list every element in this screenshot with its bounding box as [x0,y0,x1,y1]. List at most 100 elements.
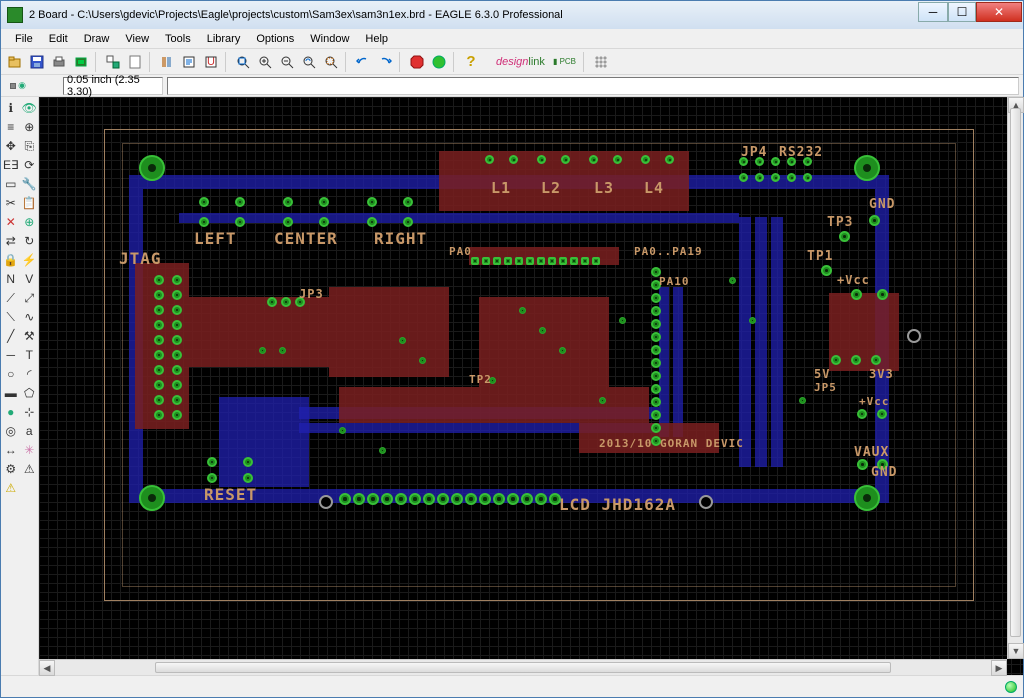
maximize-button[interactable]: ☐ [948,2,976,22]
ratsnest-tool-icon[interactable]: ✳ [21,441,39,459]
lock-tool-icon[interactable]: 🔒 [2,251,20,269]
right-header-pad-5 [651,332,661,342]
menu-view[interactable]: View [117,31,157,47]
via-tool-icon[interactable]: ● [2,403,20,421]
split-tool-icon[interactable]: ⤢ [21,289,39,307]
circle-tool-icon[interactable]: ○ [2,365,20,383]
cam-icon[interactable] [71,52,91,72]
menu-help[interactable]: Help [357,31,396,47]
use-library-icon[interactable] [157,52,177,72]
menu-draw[interactable]: Draw [76,31,118,47]
cut-tool-icon[interactable]: ✂ [2,194,20,212]
info-tool-icon[interactable]: ℹ [2,99,20,117]
menu-edit[interactable]: Edit [41,31,76,47]
minimize-button[interactable]: ─ [918,2,948,22]
wire-tool-icon[interactable]: ─ [2,346,20,364]
optimize-tool-icon[interactable]: ⟍ [2,308,20,326]
meander-tool-icon[interactable]: ∿ [21,308,39,326]
move-tool-icon[interactable]: ✥ [2,137,20,155]
print-icon[interactable] [49,52,69,72]
erc-tool-icon[interactable]: ⚠ [21,460,39,478]
menu-library[interactable]: Library [199,31,249,47]
miter-tool-icon[interactable]: ⟋ [2,289,20,307]
ripup-tool-icon[interactable]: ⚒ [21,327,39,345]
vertical-scroll-thumb[interactable] [1010,108,1021,636]
grid-icon[interactable] [591,52,611,72]
zoom-fit-icon[interactable] [233,52,253,72]
scroll-down-button[interactable]: ▼ [1008,643,1024,659]
signal-tool-icon[interactable]: ⊹ [21,403,39,421]
show-tool-icon[interactable]: 👁 [21,99,39,117]
menu-window[interactable]: Window [302,31,357,47]
hole-tool-icon[interactable]: ◎ [2,422,20,440]
run-ulp-icon[interactable]: U [201,52,221,72]
add-tool-icon[interactable]: ⊕ [21,213,39,231]
rotate-tool-icon[interactable]: ⟳ [21,156,39,174]
board-canvas[interactable]: JTAGLEFTCENTERRIGHTL1L2L3L4JP4RS232GNDTP… [39,97,1023,675]
jtag-pad-1-1 [172,290,182,300]
power-pad-9 [877,409,887,419]
stop-icon[interactable] [407,52,427,72]
zoom-out-icon[interactable] [277,52,297,72]
command-line-input[interactable] [167,77,1019,95]
layer-tool-icon[interactable]: ≡ [2,118,20,136]
vertical-scrollbar[interactable]: ▲ ▼ [1007,97,1023,659]
drc-tool-icon[interactable] [21,479,39,497]
board-schematic-icon[interactable] [103,52,123,72]
designlink-icon[interactable]: designlink [493,52,548,72]
rect-tool-icon[interactable]: ▬ [2,384,20,402]
errors-tool-icon[interactable]: ⚠ [2,479,20,497]
text-tool-icon[interactable]: T [21,346,39,364]
undo-icon[interactable] [353,52,373,72]
horizontal-scrollbar[interactable]: ◀ ▶ [39,659,1007,675]
silk-label-15: PA0..PA19 [634,245,703,258]
lcd-pad-0 [339,493,351,505]
save-icon[interactable] [27,52,47,72]
polygon-tool-icon[interactable]: ⬠ [21,384,39,402]
sheet-icon[interactable] [125,52,145,72]
zoom-select-icon[interactable] [321,52,341,72]
smash-tool-icon[interactable]: ⚡ [21,251,39,269]
redraw-icon[interactable] [299,52,319,72]
pcb-quote-icon[interactable]: ▮ PCB [550,52,579,72]
go-icon[interactable] [429,52,449,72]
silk-label-7: L4 [644,179,664,197]
btn2-pad-3 [403,217,413,227]
zoom-in-icon[interactable] [255,52,275,72]
change-tool-icon[interactable]: 🔧 [21,175,39,193]
scroll-left-button[interactable]: ◀ [39,660,55,676]
btn3-pad-2 [207,473,217,483]
silk-label-8: JP4 [741,145,767,160]
delete-tool-icon[interactable]: ✕ [2,213,20,231]
value-tool-icon[interactable]: V [21,270,39,288]
name-tool-icon[interactable]: N [2,270,20,288]
copy-tool-icon[interactable]: ⎘ [21,137,39,155]
titlebar[interactable]: 2 Board - C:\Users\gdevic\Projects\Eagle… [1,1,1023,29]
pinswap-tool-icon[interactable]: ⇄ [2,232,20,250]
redo-icon[interactable] [375,52,395,72]
replace-tool-icon[interactable]: ↻ [21,232,39,250]
open-icon[interactable] [5,52,25,72]
auto-tool-icon[interactable]: ⚙ [2,460,20,478]
grid-origin-icon[interactable]: ◉ [5,80,31,91]
attribute-tool-icon[interactable]: a [21,422,39,440]
script-icon[interactable] [179,52,199,72]
silk-label-14: PA0 [449,245,472,258]
menu-options[interactable]: Options [248,31,302,47]
rs232-pad-1-4 [803,173,812,182]
horizontal-scroll-thumb[interactable] [155,662,891,673]
paste-tool-icon[interactable]: 📋 [21,194,39,212]
route-tool-icon[interactable]: ╱ [2,327,20,345]
scroll-right-button[interactable]: ▶ [991,660,1007,676]
mark-tool-icon[interactable]: ⊕ [21,118,39,136]
jtag-pad-4-0 [154,335,164,345]
menu-file[interactable]: File [7,31,41,47]
help-icon[interactable]: ? [461,52,481,72]
silk-label-6: L3 [594,179,614,197]
mirror-tool-icon[interactable]: E∃ [2,156,20,174]
menu-tools[interactable]: Tools [157,31,199,47]
dimension-tool-icon[interactable]: ↔ [2,441,20,459]
arc-tool-icon[interactable]: ◜ [21,365,39,383]
close-button[interactable]: ✕ [976,2,1022,22]
group-tool-icon[interactable]: ▭ [2,175,20,193]
